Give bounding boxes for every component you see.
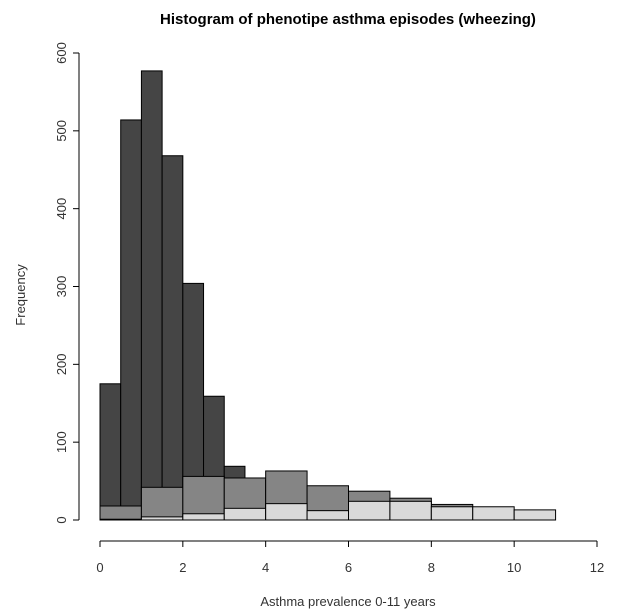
- x-tick-label: 8: [428, 560, 435, 575]
- x-tick-label: 6: [345, 560, 352, 575]
- y-tick-label: 100: [54, 431, 69, 453]
- y-tick-label: 200: [54, 353, 69, 375]
- histogram-bar-s3-10: [472, 506, 515, 521]
- y-axis: 0 100 200 300 400 500 600: [54, 42, 80, 524]
- histogram-bar-s3-9: [430, 506, 474, 521]
- y-axis-label: Frequency: [13, 264, 28, 326]
- x-axis: 0 2 4 6 8 10 12: [96, 540, 604, 575]
- histogram-bar-s3-8: [389, 500, 432, 521]
- histogram-bar-s2-2: [140, 486, 184, 521]
- x-tick-label: 4: [262, 560, 269, 575]
- x-axis-label: Asthma prevalence 0-11 years: [260, 594, 436, 609]
- histogram-bar-s3-1: [99, 518, 142, 521]
- x-tick-label: 10: [507, 560, 521, 575]
- x-tick-label: 0: [96, 560, 103, 575]
- histogram-bar-s3-4: [223, 507, 267, 521]
- y-tick-label: 500: [54, 120, 69, 142]
- histogram-bar-s2-1: [99, 505, 142, 521]
- histogram-bar-s3-6: [306, 510, 350, 521]
- x-tick-label: 12: [590, 560, 604, 575]
- histogram-bar-s3-7: [348, 500, 391, 521]
- histogram-bar-s1-3: [140, 70, 163, 521]
- histogram-bar-s3-3: [182, 513, 225, 521]
- histogram-bar-s1-4: [161, 155, 184, 521]
- y-tick-label: 600: [54, 42, 69, 64]
- y-tick-label: 400: [54, 198, 69, 220]
- x-tick-label: 2: [179, 560, 186, 575]
- y-tick-label: 300: [54, 276, 69, 298]
- histogram-bar-s3-11: [513, 509, 557, 521]
- bars-group: [99, 70, 557, 521]
- histogram-bar-s1-1: [99, 383, 122, 521]
- chart-title: Histogram of phenotipe asthma episodes (…: [160, 11, 536, 28]
- histogram-bar-s3-5: [265, 503, 308, 521]
- histogram-bar-s1-2: [120, 119, 142, 521]
- y-tick-label: 0: [54, 516, 69, 523]
- histogram-bar-s3-2: [140, 516, 184, 521]
